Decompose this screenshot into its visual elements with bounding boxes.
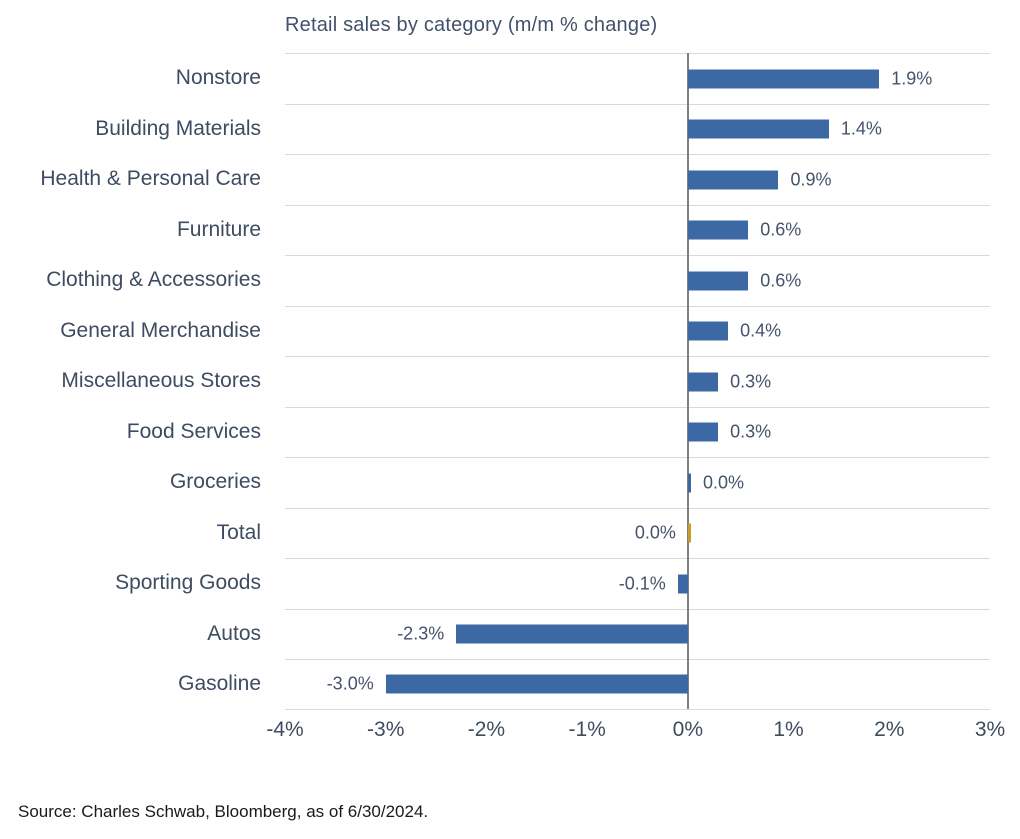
x-axis: -4% -3% -2% -1% 0% 1% 2% 3% (0, 716, 1020, 750)
x-axis-tick-label: -2% (467, 717, 506, 741)
category-label: Autos (207, 621, 261, 645)
zero-axis-segment (686, 659, 689, 709)
bar (687, 372, 719, 392)
row-plot: 0.3% (285, 406, 990, 457)
category-label: Health & Personal Care (40, 167, 261, 191)
bar-value-label: 0.4% (740, 320, 782, 341)
row-plot: 1.9% (285, 53, 990, 104)
bar-value-label: 0.3% (730, 421, 772, 442)
chart-row: Health & Personal Care 0.9% (0, 154, 1020, 205)
bar (687, 220, 749, 240)
bar (687, 170, 779, 190)
chart-row: Total 0.0% (0, 507, 1020, 558)
bar (687, 69, 880, 89)
row-plot: -3.0% (285, 659, 990, 710)
chart-row: Building Materials 1.4% (0, 103, 1020, 154)
row-plot: 1.4% (285, 103, 990, 154)
row-plot: 0.0% (285, 457, 990, 508)
bar (687, 523, 692, 543)
chart-title: Retail sales by category (m/m % change) (285, 14, 658, 36)
category-label: Furniture (176, 217, 261, 241)
category-label: Groceries (169, 470, 261, 494)
bar-value-label: 0.6% (760, 270, 802, 291)
chart-row: Clothing & Accessories 0.6% (0, 255, 1020, 306)
category-label: Total (216, 520, 261, 544)
category-label: General Merchandise (60, 318, 261, 342)
bar (677, 574, 688, 594)
x-axis-tick-label: 3% (974, 717, 1006, 741)
x-axis-tick-label: -3% (367, 717, 405, 741)
bar-value-label: -3.0% (326, 673, 374, 694)
x-axis-tick-label: -1% (568, 717, 606, 741)
bar-value-label: 0.0% (634, 522, 676, 543)
bar-value-label: 0.6% (760, 219, 802, 240)
chart-row: General Merchandise 0.4% (0, 305, 1020, 356)
bar-value-label: 0.3% (730, 371, 772, 392)
x-axis-tick-label: 0% (672, 717, 704, 741)
bar (687, 119, 829, 139)
row-plot: -2.3% (285, 608, 990, 659)
bar-value-label: -2.3% (397, 623, 445, 644)
row-plot: 0.0% (285, 507, 990, 558)
bar (385, 674, 688, 694)
row-plot: 0.4% (285, 305, 990, 356)
chart-row: Autos -2.3% (0, 608, 1020, 659)
row-plot: -0.1% (285, 558, 990, 609)
chart-row: Furniture 0.6% (0, 204, 1020, 255)
bar-value-label: -0.1% (618, 573, 666, 594)
bar-value-label: 1.4% (840, 118, 882, 139)
axis-spacer (0, 716, 285, 750)
row-plot: 0.9% (285, 154, 990, 205)
category-label: Miscellaneous Stores (61, 369, 261, 393)
chart-row: Sporting Goods -0.1% (0, 558, 1020, 609)
category-label: Building Materials (95, 116, 261, 140)
x-axis-ticks: -4% -3% -2% -1% 0% 1% 2% 3% (266, 716, 1005, 750)
bar-value-label: 0.9% (790, 169, 832, 190)
x-axis-tick-label: 1% (773, 717, 804, 741)
x-axis-tick-label: -4% (266, 717, 304, 741)
category-label: Food Services (126, 419, 261, 443)
row-plot: 0.6% (285, 204, 990, 255)
chart-row: Groceries 0.0% (0, 457, 1020, 508)
bar-value-label: 0.0% (703, 472, 745, 493)
chart-row: Food Services 0.3% (0, 406, 1020, 457)
bar (687, 321, 729, 341)
category-label: Sporting Goods (115, 571, 261, 595)
category-label: Nonstore (175, 66, 261, 90)
chart-row: Gasoline -3.0% (0, 659, 1020, 710)
chart-row: Nonstore 1.9% (0, 53, 1020, 104)
chart-plot-area: Nonstore 1.9% Building Materials 1.4% He… (0, 53, 1020, 710)
x-axis-tick-label: 2% (874, 717, 905, 741)
chart-row: Miscellaneous Stores 0.3% (0, 356, 1020, 407)
bar (687, 422, 719, 442)
bar (456, 624, 688, 644)
zero-axis-segment (686, 608, 689, 659)
category-label: Gasoline (178, 672, 261, 696)
bar (687, 473, 692, 493)
bar (687, 271, 749, 291)
source-note: Source: Charles Schwab, Bloomberg, as of… (18, 801, 429, 821)
row-plot: 0.6% (285, 255, 990, 306)
category-label: Clothing & Accessories (46, 268, 261, 292)
bar-value-label: 1.9% (891, 68, 933, 89)
zero-axis-segment (686, 558, 689, 609)
row-plot: 0.3% (285, 356, 990, 407)
